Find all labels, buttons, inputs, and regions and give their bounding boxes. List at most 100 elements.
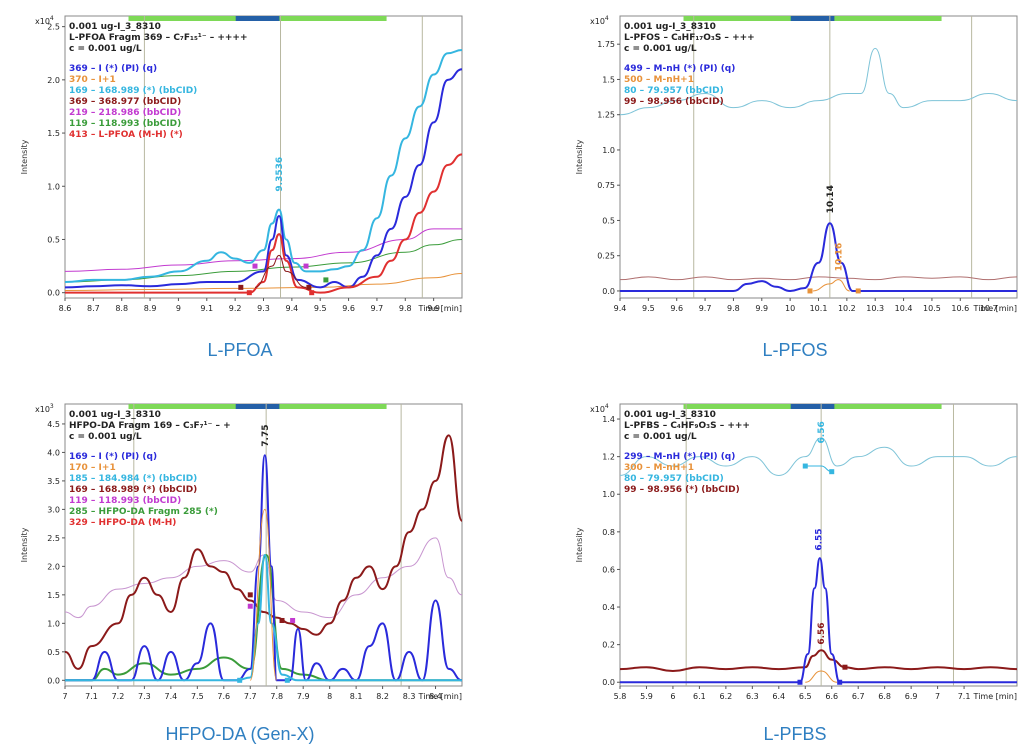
x-tick-label: 8.2: [376, 692, 389, 701]
series-line-6: [254, 254, 307, 288]
x-tick-label: 7.1: [958, 692, 971, 701]
integration-marker: [284, 677, 290, 683]
peak-label: 10.16: [834, 243, 844, 271]
x-tick-label: 7.8: [270, 692, 283, 701]
x-tick-label: 10.5: [923, 304, 941, 313]
y-tick-label: 1.0: [602, 490, 615, 499]
legend-entry: 300 – M-nH+1: [624, 463, 694, 473]
legend-entry: 170 – I+1: [69, 463, 116, 473]
top-range-highlight: [235, 16, 280, 21]
y-tick-label: 1.25: [597, 111, 615, 120]
y-tick-label: 3.5: [47, 477, 60, 486]
x-tick-label: 10.1: [810, 304, 828, 313]
x-tick-label: 6.6: [825, 692, 838, 701]
y-multiplier-exponent: 4: [50, 15, 54, 22]
legend-entry: 500 – M-nH+1: [624, 75, 694, 85]
x-tick-label: 9.4: [614, 304, 627, 313]
series-line-3: [65, 454, 463, 682]
legend-entry: 185 – 184.984 (*) (bbCID): [69, 474, 197, 484]
legend-entry: 119 – 118.993 (bbCID): [69, 119, 181, 129]
x-tick-label: 7.7: [244, 692, 257, 701]
plot-area: [619, 15, 1018, 299]
y-tick-label: 1.5: [47, 591, 60, 600]
info-line: 0.001 ug-I_3_8310: [624, 410, 716, 420]
series-line-1: [619, 276, 1018, 281]
y-tick-label: 1.5: [47, 129, 60, 138]
chart-caption-pfoa: L-PFOA: [207, 340, 273, 360]
series-line-5: [65, 153, 463, 294]
integration-marker: [238, 284, 244, 290]
y-multiplier: x104: [590, 15, 609, 26]
peak-label: 6.56: [817, 421, 827, 443]
info-line: c = 0.001 ug/L: [624, 44, 697, 54]
y-tick-label: 1.0: [47, 182, 60, 191]
x-tick-label: 8.7: [87, 304, 100, 313]
integration-marker: [247, 603, 253, 609]
y-tick-label: 1.0: [602, 146, 615, 155]
x-tick-label: 9: [176, 304, 181, 313]
y-tick-label: 4.5: [47, 420, 60, 429]
x-tick-label: 7.9: [297, 692, 310, 701]
integration-marker: [247, 592, 253, 598]
series-line-3: [64, 49, 463, 284]
x-tick-label: 9.5: [642, 304, 655, 313]
series-line-0: [619, 437, 1018, 476]
legend-entry: 119 – 118.993 (bbCID): [69, 496, 181, 506]
chart-panel-pfoa: 0.0 0.5 1.0 1.5 2.0 2.5 8.6 8.7 8.8 8.9 9 9.1 9.2 9.3…: [10, 8, 470, 338]
x-tick-label: 7.2: [112, 692, 125, 701]
x-tick-label: 10: [785, 304, 795, 313]
x-tick-label: 7: [62, 692, 67, 701]
y-multiplier-exponent: 4: [605, 403, 609, 410]
legend-entry: 169 – 168.989 (*) (bbCID): [69, 485, 197, 495]
y-tick-label: 0.0: [602, 678, 615, 687]
x-tick-label: 6.7: [852, 692, 865, 701]
integration-marker: [829, 469, 835, 475]
legend-entry: 329 – HFPO-DA (M-H): [69, 518, 176, 528]
x-tick-label: 9.1: [200, 304, 213, 313]
info-line: L-PFOA Fragm 369 – C₇F₁₅¹⁻ – ++++: [69, 33, 248, 43]
legend-entry: 299 – M-nH (*) (PI) (q): [624, 452, 735, 462]
x-axis-label: Time [min]: [418, 692, 462, 701]
chart-panel-genx: 0.0 0.5 1.0 1.5 2.0 2.5 3.0 3.5 4.0 4.5 7 7.1 7.2 7.3…: [10, 396, 470, 726]
x-tick-label: 9.3: [257, 304, 270, 313]
chart-panel-pfos: 0.0 0.25 0.5 0.75 1.0 1.25 1.5 1.75 9.4 9.5 9.6 9.7…: [565, 8, 1025, 338]
y-tick-label: 0.5: [47, 235, 60, 244]
series-line-4: [805, 465, 832, 473]
y-multiplier-exponent: 3: [50, 403, 54, 410]
peak-label: 6.55: [815, 528, 825, 550]
y-tick-label: 1.2: [602, 453, 615, 462]
x-tick-label: 8: [327, 692, 332, 701]
integration-marker: [807, 288, 813, 294]
series-line-2: [812, 279, 850, 292]
x-tick-label: 5.9: [640, 692, 653, 701]
y-multiplier: x104: [590, 403, 609, 414]
x-tick-label: 6.2: [719, 692, 732, 701]
chart-caption-genx: HFPO-DA (Gen-X): [165, 724, 315, 744]
legend-entry: 369 – I (*) (PI) (q): [69, 64, 157, 74]
legend-entry: 169 – 168.989 (*) (bbCID): [69, 86, 197, 96]
integration-marker: [797, 679, 803, 685]
integration-marker: [246, 290, 252, 296]
y-tick-label: 4.0: [47, 448, 60, 457]
info-line: L-PFBS – C₄HF₉O₃S – +++: [624, 421, 750, 431]
series-line-0: [64, 537, 463, 619]
legend-entry: 413 – L-PFOA (M-H) (*): [69, 130, 183, 140]
integration-marker: [252, 263, 258, 269]
x-tick-label: 6.4: [772, 692, 785, 701]
y-tick-label: 1.75: [597, 40, 615, 49]
y-axis-label: Intensity: [20, 139, 29, 174]
x-tick-label: 9.8: [399, 304, 412, 313]
info-line: c = 0.001 ug/L: [69, 44, 142, 54]
info-line: 0.001 ug-I_3_8310: [69, 410, 161, 420]
legend-entry: 99 – 98.956 (*) (bbCID): [624, 485, 740, 495]
y-tick-label: 0.0: [47, 289, 60, 298]
x-tick-label: 8.1: [350, 692, 363, 701]
x-tick-label: 8.6: [59, 304, 72, 313]
x-tick-label: 7.1: [85, 692, 98, 701]
info-line: c = 0.001 ug/L: [69, 432, 142, 442]
y-tick-label: 0.5: [602, 216, 615, 225]
chart-svg-pfoa: 0.0 0.5 1.0 1.5 2.0 2.5 8.6 8.7 8.8 8.9 9 9.1 9.2 9.3…: [20, 15, 463, 313]
y-tick-label: 1.4: [602, 415, 615, 424]
y-axis-label: Intensity: [575, 527, 584, 562]
integration-marker: [237, 677, 243, 683]
